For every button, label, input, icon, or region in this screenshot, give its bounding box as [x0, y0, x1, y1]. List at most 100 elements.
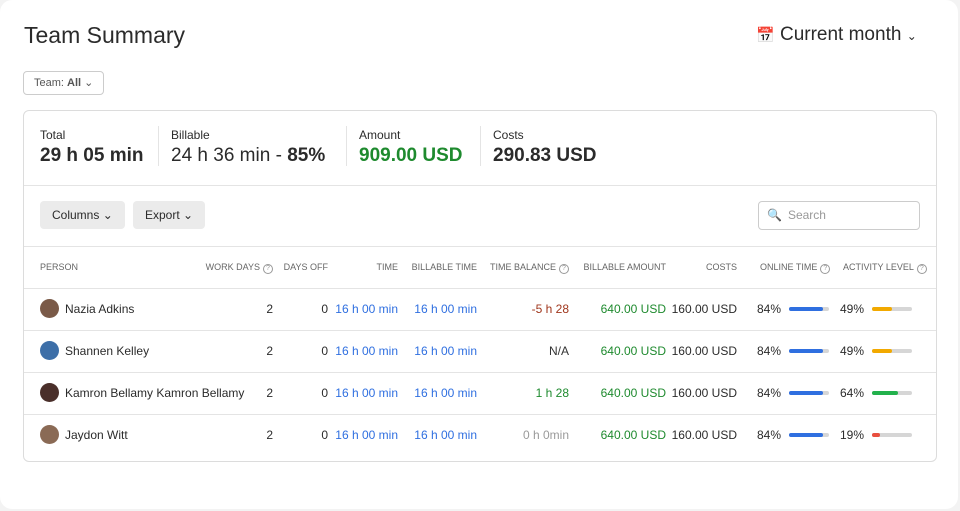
column-header: TIME BALANCE?: [490, 262, 569, 274]
activity-label: 49%: [839, 302, 864, 316]
column-label: ACTIVITY LEVEL: [843, 262, 914, 272]
help-icon[interactable]: ?: [559, 264, 569, 274]
activity-track: [872, 433, 912, 437]
search-placeholder: Search: [787, 208, 826, 222]
activity-label: 64%: [839, 386, 864, 400]
online-track: [789, 391, 829, 395]
column-header: BILLABLE AMOUNT: [583, 262, 666, 272]
columns-button[interactable]: Columns ⌄: [40, 201, 125, 229]
search-box[interactable]: 🔍 Search: [758, 201, 920, 230]
row-divider: [24, 288, 936, 289]
row-divider: [24, 414, 936, 415]
avatar: [40, 383, 59, 402]
column-header: ACTIVITY LEVEL?: [843, 262, 927, 274]
work-days: 2: [266, 428, 273, 442]
column-label: TIME BALANCE: [489, 262, 556, 272]
time-balance: 1 h 28: [535, 386, 569, 400]
column-header: BILLABLE TIME: [412, 262, 477, 272]
time: 16 h 00 min: [335, 302, 398, 316]
divider: [24, 246, 936, 247]
billable-amount: 640.00 USD: [600, 386, 666, 400]
divider: [480, 126, 481, 166]
column-header: COSTS: [706, 262, 737, 272]
billable-time: 16 h 00 min: [414, 428, 477, 442]
activity-label: 19%: [839, 428, 864, 442]
column-header: DAYS OFF: [284, 262, 328, 272]
column-label: BILLABLE TIME: [411, 262, 477, 272]
online-track: [789, 349, 829, 353]
help-icon[interactable]: ?: [820, 264, 831, 274]
column-header: PERSON: [40, 262, 78, 272]
activity-bar: [872, 349, 892, 353]
costs: 160.00 USD: [671, 428, 737, 442]
online-track: [789, 433, 829, 437]
billable-time: 16 h 00 min: [414, 302, 477, 316]
summary-value-text: 909.00 USD: [359, 145, 463, 166]
time: 16 h 00 min: [335, 386, 398, 400]
days-off: 0: [321, 344, 328, 358]
team-filter[interactable]: Team: All ⌄: [23, 71, 105, 95]
work-days: 2: [266, 302, 273, 316]
online-label: 84%: [756, 386, 781, 400]
team-filter-value: All: [67, 77, 82, 89]
avatar: [40, 341, 59, 360]
time: 16 h 00 min: [335, 344, 398, 358]
billable-amount: 640.00 USD: [600, 428, 666, 442]
summary-value-text: 24 h 36 min -: [171, 145, 282, 166]
button-label: Export: [145, 208, 180, 222]
column-label: DAYS OFF: [283, 262, 328, 272]
button-label: Columns: [52, 208, 100, 222]
help-icon[interactable]: ?: [916, 264, 927, 274]
online-bar: [789, 349, 823, 353]
summary-label: Amount: [359, 128, 401, 142]
column-label: PERSON: [40, 262, 79, 272]
person-name: Kamron Bellamy Kamron Bellamy: [65, 386, 245, 400]
activity-bar: [872, 307, 892, 311]
online-label: 84%: [756, 344, 781, 358]
work-days: 2: [266, 344, 273, 358]
online-label: 84%: [756, 302, 781, 316]
activity-label: 49%: [839, 344, 864, 358]
period-selector[interactable]: 📅 Current month ⌄: [756, 24, 917, 45]
team-filter-label: Team:: [34, 77, 64, 89]
billable-amount: 640.00 USD: [600, 302, 666, 316]
summary-label: Total: [40, 128, 66, 142]
column-label: TIME: [376, 262, 399, 272]
activity-track: [872, 307, 912, 311]
column-label: BILLABLE AMOUNT: [583, 262, 666, 272]
costs: 160.00 USD: [671, 302, 737, 316]
column-header: TIME: [377, 262, 399, 272]
billable-time: 16 h 00 min: [414, 386, 477, 400]
time-balance: -5 h 28: [531, 302, 569, 316]
column-header: WORK DAYS?: [206, 262, 273, 274]
divider: [158, 126, 159, 166]
activity-track: [872, 349, 912, 353]
days-off: 0: [321, 302, 328, 316]
online-bar: [789, 307, 823, 311]
export-button[interactable]: Export ⌄: [133, 201, 206, 229]
avatar: [40, 425, 59, 444]
costs: 160.00 USD: [671, 344, 737, 358]
column-label: ONLINE TIME: [760, 262, 818, 272]
summary-label: Costs: [493, 128, 524, 142]
person-name: Nazia Adkins: [65, 302, 135, 316]
summary-value-text: 290.83 USD: [493, 145, 597, 166]
online-label: 84%: [756, 428, 781, 442]
time-balance: N/A: [548, 344, 569, 358]
summary-percent: 85%: [287, 145, 326, 166]
divider: [346, 126, 347, 166]
person-name: Jaydon Witt: [65, 428, 128, 442]
column-label: WORK DAYS: [205, 262, 260, 272]
time-balance: 0 h 0min: [522, 428, 569, 442]
billable-amount: 640.00 USD: [600, 344, 666, 358]
time: 16 h 00 min: [335, 428, 398, 442]
costs: 160.00 USD: [671, 386, 737, 400]
days-off: 0: [321, 386, 328, 400]
online-bar: [789, 433, 823, 437]
activity-track: [872, 391, 912, 395]
row-divider: [24, 330, 936, 331]
help-icon[interactable]: ?: [263, 264, 273, 274]
period: Current month: [779, 24, 902, 45]
activity-bar: [872, 433, 880, 437]
